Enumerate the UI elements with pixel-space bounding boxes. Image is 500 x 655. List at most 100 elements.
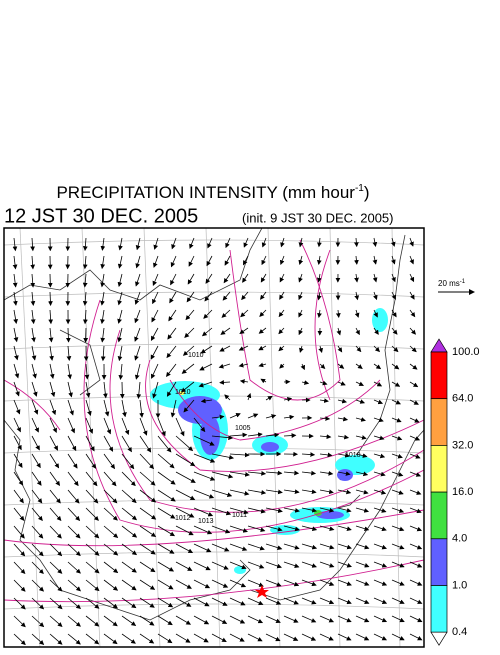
wind-arrow [299,328,302,334]
wind-arrow [320,346,322,352]
wind-arrow [259,346,266,350]
wind-arrow [219,364,230,367]
colorbar-label: 32.0 [452,439,473,451]
wind-arrow [374,634,386,640]
wind-arrow [410,490,421,494]
wind-arrow [302,472,315,474]
wind-arrow [14,508,24,520]
wind-arrow [176,616,190,624]
wind-arrow [50,472,60,485]
wind-arrow [266,490,282,493]
wind-arrow [120,364,122,379]
wind-arrow [356,508,368,512]
wind-arrow [176,544,192,553]
wind-arrow [136,364,140,379]
wind-arrow [392,634,404,640]
wind-arrow [119,328,122,342]
wind-arrow [50,310,51,323]
wind-arrow [14,454,22,467]
wind-arrow [320,400,328,401]
wind-arrow [102,274,104,287]
wind-arrow [280,292,284,299]
wind-arrow [50,580,62,591]
wind-arrow [284,616,298,622]
wind-arrow [356,526,369,530]
wind-arrow [104,616,117,626]
colorbar-segment [431,492,447,539]
wind-arrow [86,634,99,644]
wind-arrow [137,256,140,268]
wind-arrow [151,328,158,340]
wind-arrow [338,526,351,530]
isobar-label: 1005 [235,425,251,432]
wind-arrow [356,436,366,438]
wind-arrow [136,274,140,286]
wind-arrow [338,328,340,335]
colorbar-segment [431,586,447,633]
wind-arrow [320,364,325,368]
wind-arrow [300,256,302,264]
lon-line [330,228,340,648]
wind-arrow [266,634,280,641]
wind-arrow [374,256,376,264]
wind-arrow [50,634,62,644]
wind-arrow [194,598,209,606]
wind-arrow [194,472,215,480]
wind-arrow [122,562,136,572]
wind-arrow [189,256,194,266]
wind-arrow [50,526,61,538]
wind-arrow [50,508,61,520]
valid-time: 12 JST 30 DEC. 2005 [4,205,198,227]
wind-arrow [248,414,258,418]
wind-arrow [68,418,74,433]
wind-arrow [266,562,281,567]
wind-arrow [284,490,299,492]
wind-arrow [14,598,25,609]
wind-arrow [102,328,104,342]
wind-arrow [14,472,23,485]
colorbar-label: 0.4 [452,626,467,638]
wind-arrow [241,310,248,317]
wind-arrow [320,472,332,474]
wind-arrow [140,508,156,519]
title-text: PRECIPITATION INTENSITY (mm hour [56,183,355,202]
wind-arrow [248,490,265,493]
wind-arrow [203,328,212,336]
wind-arrow [221,328,230,334]
wind-arrow [176,526,193,535]
wind-arrow [158,472,175,484]
wind-arrow [281,238,284,247]
wind-arrow [248,616,262,623]
lat-line [4,552,424,557]
coastline [60,330,100,395]
wind-arrow [299,274,302,282]
wind-arrow [248,472,265,474]
wind-arrow [356,544,369,548]
wind-arrow [319,310,320,317]
wind-arrow [320,616,333,622]
wind-arrow [226,238,230,247]
wind-arrow [68,454,77,468]
wind-arrow [279,310,284,317]
wind-arrow [410,382,418,387]
wind-arrow [122,508,136,520]
wind-arrow [104,454,115,468]
wind-arrow [374,562,386,567]
wind-arrow [302,562,316,567]
wind-arrow [14,274,16,287]
wind-arrow [140,400,142,417]
wind-arrow [374,616,386,622]
wind-arrow [224,274,230,283]
wind-arrow [302,616,316,622]
wind-arrow [86,490,98,503]
wind-arrow [120,238,122,250]
wind-arrow [32,418,38,432]
wind-arrow [135,346,140,360]
wind-arrow [319,274,320,282]
wind-arrow [50,346,52,360]
wind-arrow [119,274,122,286]
wind-arrow [14,256,16,269]
precipitation-area [234,566,246,574]
